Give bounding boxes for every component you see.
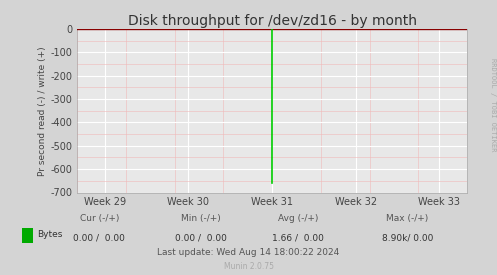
Y-axis label: Pr second read (-) / write (+): Pr second read (-) / write (+) — [38, 46, 47, 175]
Text: 8.90k/ 0.00: 8.90k/ 0.00 — [382, 234, 433, 243]
Title: Disk throughput for /dev/zd16 - by month: Disk throughput for /dev/zd16 - by month — [128, 14, 416, 28]
Text: Min (-/+): Min (-/+) — [181, 214, 221, 223]
Text: 0.00 /  0.00: 0.00 / 0.00 — [74, 234, 125, 243]
Text: Bytes: Bytes — [37, 230, 63, 239]
Text: 1.66 /  0.00: 1.66 / 0.00 — [272, 234, 324, 243]
Text: Avg (-/+): Avg (-/+) — [278, 214, 319, 223]
Text: Last update: Wed Aug 14 18:00:22 2024: Last update: Wed Aug 14 18:00:22 2024 — [158, 248, 339, 257]
Text: Munin 2.0.75: Munin 2.0.75 — [224, 262, 273, 271]
Text: RRDTOOL / TOBI OETIKER: RRDTOOL / TOBI OETIKER — [490, 58, 496, 151]
Text: 0.00 /  0.00: 0.00 / 0.00 — [175, 234, 227, 243]
Text: Max (-/+): Max (-/+) — [386, 214, 429, 223]
Text: Cur (-/+): Cur (-/+) — [80, 214, 119, 223]
